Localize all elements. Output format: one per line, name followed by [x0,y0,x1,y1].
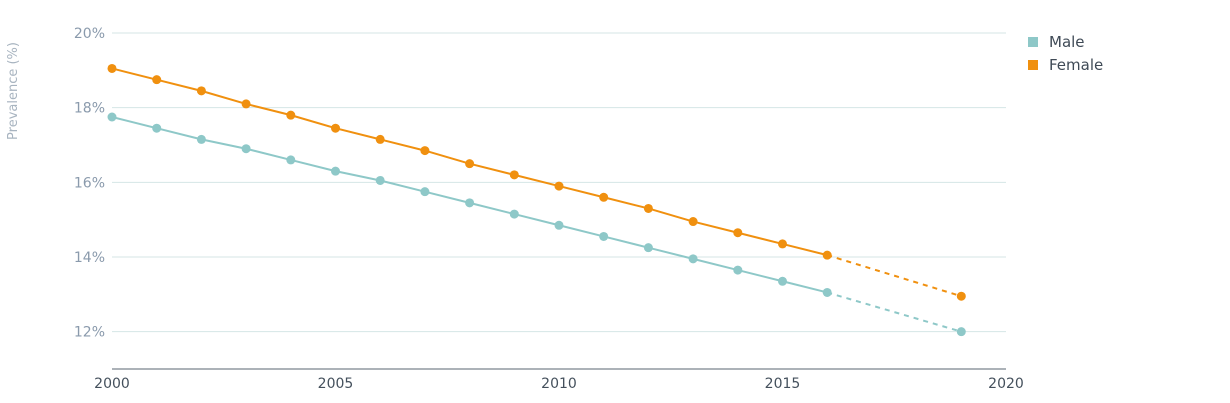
projection-point-female[interactable] [956,291,966,301]
y-tick-labels: 12% 14% 16% 18% 20% [74,26,105,341]
data-point-female[interactable] [331,123,340,133]
y-tick-label: 12% [74,325,105,341]
data-point-male[interactable] [420,187,430,197]
legend: Male Female [1028,30,1103,76]
data-point-male[interactable] [375,175,385,185]
data-point-male[interactable] [643,243,653,253]
data-point-male[interactable] [107,112,117,122]
data-point-male[interactable] [733,265,743,275]
projection-point-male[interactable] [956,327,966,337]
projection-line-female [826,254,962,298]
data-point-female[interactable] [241,99,251,109]
y-tick-label: 18% [74,101,105,117]
data-point-male[interactable] [509,209,519,219]
legend-label-female: Female [1049,55,1104,74]
legend-swatch-male [1028,36,1038,47]
x-tick-labels: 2000 2005 2010 2015 2020 [94,376,1024,392]
x-tick-label: 2005 [318,376,354,392]
x-tick-label: 2020 [988,376,1024,392]
data-point-male[interactable] [331,166,340,176]
data-point-male[interactable] [688,254,698,264]
data-point-female[interactable] [196,86,206,96]
data-point-female[interactable] [688,217,698,227]
data-point-male[interactable] [778,276,787,286]
series-female [107,63,966,301]
data-point-male[interactable] [822,287,832,297]
data-point-female[interactable] [599,192,609,202]
x-tick-label: 2010 [541,376,577,392]
x-tick-label: 2015 [765,376,801,392]
data-point-female[interactable] [554,181,564,191]
series-male [107,112,966,337]
y-axis-label: Prevalence (%) [6,42,21,140]
data-point-male[interactable] [152,123,162,133]
data-point-female[interactable] [643,203,653,213]
legend-item-female[interactable]: Female [1028,53,1103,76]
data-point-male[interactable] [465,198,475,208]
data-point-female[interactable] [286,110,296,120]
data-point-male[interactable] [554,220,564,230]
data-point-female[interactable] [778,239,787,249]
y-tick-label: 14% [74,250,105,266]
data-point-female[interactable] [465,159,475,169]
data-point-female[interactable] [107,63,117,73]
data-point-male[interactable] [599,231,609,241]
data-point-female[interactable] [509,170,519,180]
data-point-male[interactable] [196,134,206,144]
y-tick-label: 16% [74,175,105,191]
legend-label-male: Male [1049,32,1085,51]
data-point-female[interactable] [733,228,743,238]
data-point-male[interactable] [286,155,296,165]
projection-line-male [826,291,962,333]
data-point-female[interactable] [822,250,832,260]
data-point-female[interactable] [375,134,385,144]
y-tick-label: 20% [74,26,105,42]
x-tick-label: 2000 [94,376,130,392]
series-group [107,63,966,337]
data-point-female[interactable] [152,75,162,85]
data-point-male[interactable] [241,144,251,154]
legend-item-male[interactable]: Male [1028,30,1103,53]
data-point-female[interactable] [420,146,430,156]
legend-swatch-female [1028,59,1038,70]
